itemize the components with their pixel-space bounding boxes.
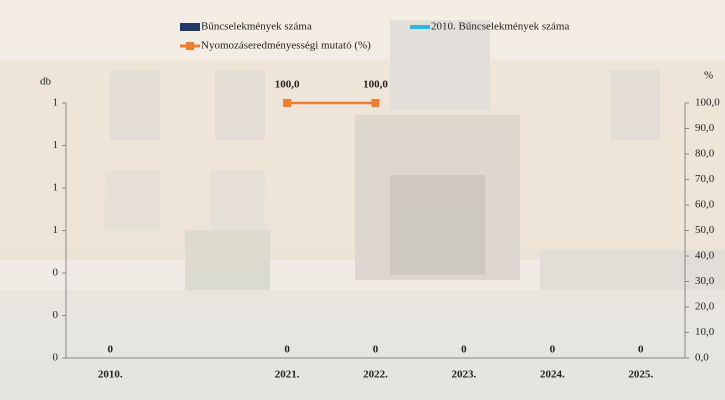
data-label: 100,0	[363, 79, 388, 91]
data-label: 0	[461, 344, 467, 356]
y-tick-label: 0	[53, 352, 59, 364]
y-tick-label: 1	[53, 97, 59, 109]
legend-label: Bűncselekmények száma	[201, 21, 312, 33]
line-marker	[371, 99, 380, 107]
y-tick-label: 0	[53, 267, 59, 279]
x-tick-label: 2025.	[628, 369, 653, 381]
y2-tick-label: 40,0	[695, 250, 715, 262]
y2-tick-label: 70,0	[695, 173, 715, 185]
y-axis-label: db	[40, 76, 52, 88]
y2-tick-label: 0,0	[695, 352, 709, 364]
legend-swatch	[180, 23, 200, 31]
y2-tick-label: 30,0	[695, 275, 715, 287]
y2-tick-label: 90,0	[695, 122, 715, 134]
x-tick-label: 2022.	[363, 369, 388, 381]
x-tick-label: 2023.	[452, 369, 477, 381]
y-tick-label: 1	[53, 224, 59, 236]
background-photo	[0, 20, 725, 400]
data-label: 0	[550, 344, 556, 356]
y2-tick-label: 60,0	[695, 199, 715, 211]
y-tick-label: 1	[53, 139, 59, 151]
y2-tick-label: 20,0	[695, 301, 715, 313]
line-marker	[283, 99, 292, 107]
y-tick-label: 1	[53, 182, 59, 194]
y2-tick-label: 100,0	[695, 97, 720, 109]
data-label: 0	[638, 344, 644, 356]
x-tick-label: 2021.	[275, 369, 300, 381]
y2-tick-label: 80,0	[695, 148, 715, 160]
legend-swatch	[410, 25, 430, 29]
legend-marker	[186, 42, 194, 50]
y2-axis-label: %	[704, 70, 713, 82]
data-label: 0	[107, 344, 113, 356]
y2-tick-label: 10,0	[695, 326, 715, 338]
data-label: 100,0	[275, 79, 300, 91]
data-label: 0	[373, 344, 379, 356]
data-label: 0	[284, 344, 290, 356]
legend-label: 2010. Bűncselekmények száma	[431, 21, 569, 33]
y2-tick-label: 50,0	[695, 224, 715, 236]
legend-label: Nyomozáseredményességi mutató (%)	[201, 40, 371, 52]
x-tick-label: 2010.	[98, 369, 123, 381]
y-tick-label: 0	[53, 309, 59, 321]
x-tick-label: 2024.	[540, 369, 565, 381]
